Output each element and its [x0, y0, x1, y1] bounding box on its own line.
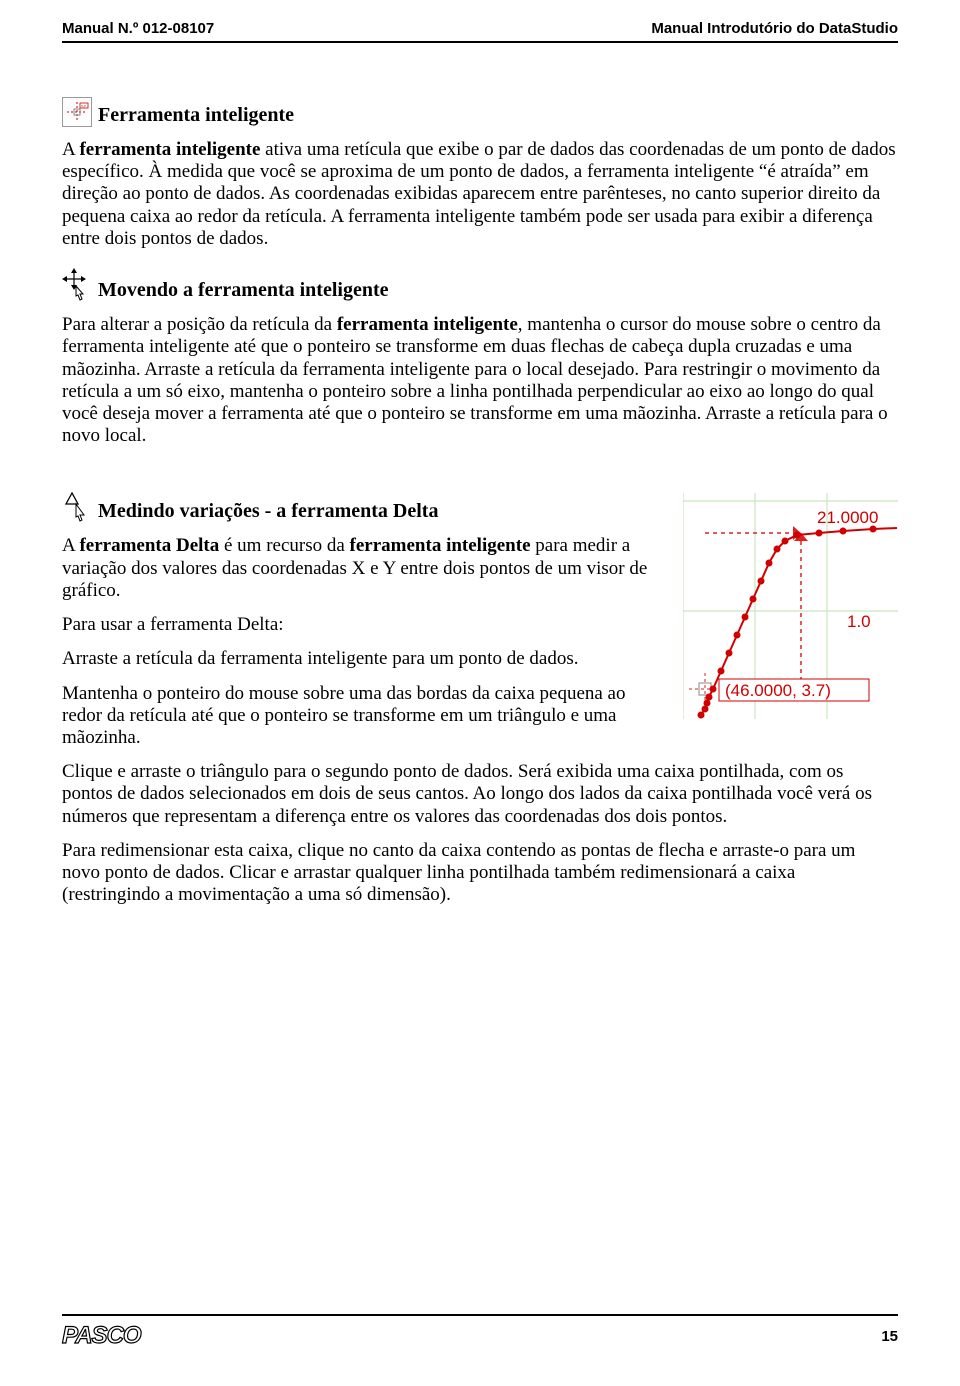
section-ferramenta-inteligente: x,y Ferramenta inteligente A ferramenta … — [62, 97, 898, 250]
text-bold: ferramenta Delta — [79, 535, 219, 556]
figure-label-top: 21.0000 — [817, 508, 878, 527]
header-left: Manual N.º 012-08107 — [62, 20, 214, 37]
smart-tool-icon: x,y — [62, 97, 92, 127]
move-cursor-icon — [62, 268, 92, 302]
text: Para alterar a posição da retícula da — [62, 314, 337, 335]
page-number: 15 — [881, 1328, 898, 1345]
section-title: Movendo a ferramenta inteligente — [98, 279, 388, 301]
page-header: Manual N.º 012-08107 Manual Introdutório… — [62, 20, 898, 43]
delta-figure: 21.0000 1.0 (46.0000, 3.7) — [683, 493, 898, 719]
figure-label-bottom: (46.0000, 3.7) — [725, 681, 831, 700]
text-bold: ferramenta inteligente — [79, 139, 260, 160]
text-bold: ferramenta inteligente — [350, 535, 531, 556]
page-content: x,y Ferramenta inteligente A ferramenta … — [62, 43, 898, 918]
paragraph: Clique e arraste o triângulo para o segu… — [62, 761, 898, 828]
header-right: Manual Introdutório do DataStudio — [651, 20, 898, 37]
paragraph: Para redimensionar esta caixa, clique no… — [62, 840, 898, 907]
pasco-logo: PASCO — [62, 1322, 141, 1350]
section-title: Medindo variações - a ferramenta Delta — [98, 500, 438, 522]
paragraph: Para alterar a posição da retícula da fe… — [62, 314, 898, 447]
section-title: Ferramenta inteligente — [98, 104, 294, 126]
section-delta: Medindo variações - a ferramenta Delta — [62, 489, 898, 918]
text: é um recurso da — [219, 535, 349, 556]
delta-cursor-icon — [62, 489, 92, 523]
paragraph: A ferramenta inteligente ativa uma retíc… — [62, 139, 898, 250]
text: A — [62, 139, 79, 160]
figure-label-right: 1.0 — [847, 612, 871, 631]
text-bold: ferramenta inteligente — [337, 314, 518, 335]
text: A — [62, 535, 79, 556]
page-footer: PASCO 15 — [62, 1314, 898, 1350]
page: Manual N.º 012-08107 Manual Introdutório… — [0, 0, 960, 1386]
section-movendo: Movendo a ferramenta inteligente Para al… — [62, 268, 898, 447]
